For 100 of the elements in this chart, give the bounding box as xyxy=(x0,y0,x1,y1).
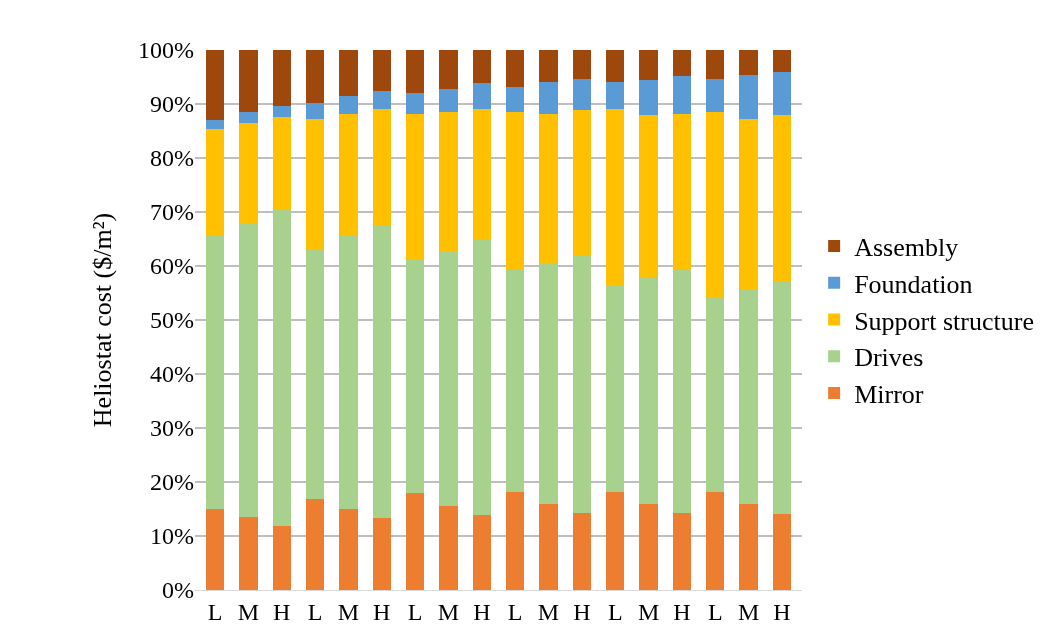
y-axis-title: Heliostat cost ($/m²) xyxy=(88,212,118,428)
bar xyxy=(772,50,792,72)
bar xyxy=(272,106,291,117)
legend-label: Foundation xyxy=(854,269,973,299)
x-tick-label: L xyxy=(707,598,723,625)
bar xyxy=(539,113,558,264)
bar xyxy=(205,129,225,237)
bar xyxy=(339,96,358,114)
bar xyxy=(539,82,558,114)
bar xyxy=(606,82,625,110)
bar xyxy=(472,83,491,110)
bar xyxy=(372,90,391,110)
x-tick-label: H xyxy=(373,598,391,625)
bar xyxy=(339,509,358,590)
bar xyxy=(572,255,592,514)
bar xyxy=(205,50,225,121)
bar xyxy=(305,50,325,103)
bar xyxy=(639,503,658,590)
bar xyxy=(272,526,291,590)
y-tick-label: 90% xyxy=(150,91,194,118)
x-tick-label: L xyxy=(207,598,223,625)
bar xyxy=(639,79,658,115)
bar xyxy=(772,514,792,590)
bar xyxy=(706,79,725,113)
bar xyxy=(606,50,625,83)
x-tick-label: M xyxy=(437,598,460,625)
bar xyxy=(372,225,391,519)
bar xyxy=(606,284,625,492)
bar xyxy=(772,71,792,115)
bar xyxy=(405,113,425,259)
bar xyxy=(439,250,458,506)
bar xyxy=(639,277,658,504)
bar xyxy=(606,491,625,590)
bar xyxy=(305,102,325,119)
x-tick-label: H xyxy=(773,598,791,625)
bar xyxy=(772,281,792,515)
bar xyxy=(506,50,525,87)
bar xyxy=(272,210,291,527)
bar xyxy=(439,50,458,89)
bar xyxy=(305,118,325,249)
bar xyxy=(472,239,491,516)
x-tick-label: M xyxy=(537,598,560,625)
bar xyxy=(239,122,258,224)
y-tick-label: 50% xyxy=(150,307,194,334)
bar xyxy=(405,93,425,114)
y-tick-label: 20% xyxy=(150,469,194,496)
bar xyxy=(339,236,358,509)
bar xyxy=(239,50,258,113)
bar xyxy=(472,515,491,590)
bar xyxy=(305,248,325,500)
bar xyxy=(272,50,291,107)
x-tick-label: H xyxy=(473,598,491,625)
bar xyxy=(372,109,391,226)
bar xyxy=(305,499,325,590)
bar xyxy=(572,50,592,79)
bar xyxy=(539,503,558,590)
x-tick-label: L xyxy=(607,598,623,625)
bar xyxy=(405,258,425,493)
bar xyxy=(339,113,358,237)
bar xyxy=(739,118,758,291)
x-tick-label: M xyxy=(637,598,660,625)
bar xyxy=(739,75,758,119)
bar xyxy=(706,112,725,298)
bar xyxy=(739,50,758,76)
bar xyxy=(205,120,225,130)
legend-label: Drives xyxy=(854,343,924,373)
bar xyxy=(439,505,458,590)
x-tick-label: H xyxy=(673,598,691,625)
bar xyxy=(205,509,225,590)
bar xyxy=(405,492,425,590)
bar xyxy=(706,50,725,80)
bar xyxy=(772,114,792,282)
bar xyxy=(506,270,525,492)
bar xyxy=(572,513,592,590)
bar xyxy=(706,297,725,492)
y-tick-label: 10% xyxy=(150,523,194,550)
bar xyxy=(639,114,658,278)
bar xyxy=(572,78,592,111)
y-tick-label: 40% xyxy=(150,361,194,388)
legend-label: Support structure xyxy=(854,306,1034,336)
bar xyxy=(539,263,558,504)
x-tick-label: L xyxy=(407,598,423,625)
bar xyxy=(439,88,458,113)
bar xyxy=(439,112,458,251)
legend-label: Assembly xyxy=(854,233,959,263)
bar xyxy=(239,223,258,517)
x-tick-label: H xyxy=(273,598,291,625)
bar xyxy=(672,113,692,269)
bar xyxy=(372,518,391,590)
y-tick-label: 0% xyxy=(162,577,194,604)
bar xyxy=(372,50,391,91)
x-tick-label: H xyxy=(573,598,591,625)
x-tick-label: M xyxy=(237,598,260,625)
bar xyxy=(506,112,525,271)
bar xyxy=(506,86,525,113)
bar xyxy=(572,110,592,256)
y-tick-label: 30% xyxy=(150,415,194,442)
bar xyxy=(639,50,658,80)
y-tick-label: 70% xyxy=(150,199,194,226)
legend-label: Mirror xyxy=(854,380,924,410)
